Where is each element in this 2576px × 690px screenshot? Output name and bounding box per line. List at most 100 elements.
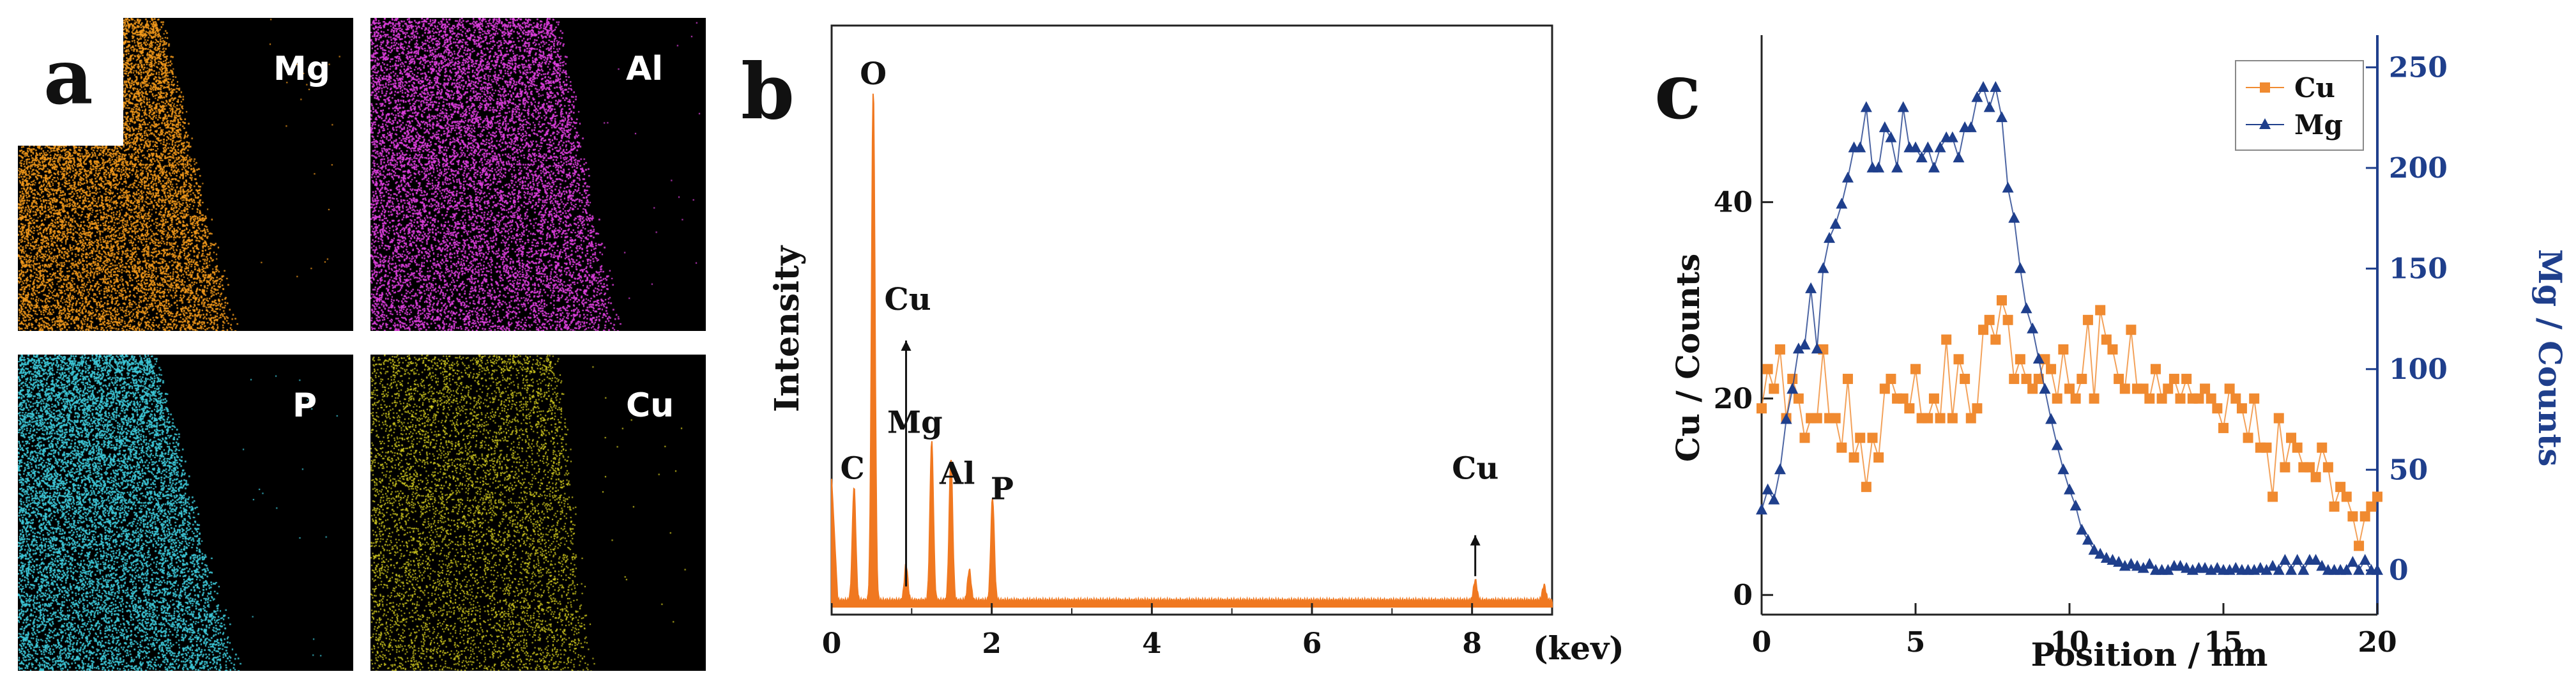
mg-point xyxy=(2310,553,2322,565)
cu-point xyxy=(2335,482,2346,493)
mg-point xyxy=(1879,121,1891,132)
cu-point xyxy=(2310,471,2321,482)
mg-point xyxy=(1792,342,1804,354)
cu-point xyxy=(2286,433,2297,443)
mg-point xyxy=(1910,141,1921,153)
cu-point xyxy=(1978,325,1989,335)
x-tick-label: 20 xyxy=(2358,626,2397,659)
mg-point xyxy=(2113,556,2125,567)
cu-point xyxy=(2249,393,2260,404)
cu-point xyxy=(2292,442,2303,453)
mg-point xyxy=(2088,544,2100,555)
mg-point xyxy=(1891,161,1903,172)
x-axis-label: (kev) xyxy=(1533,629,1624,667)
cu-point xyxy=(1947,413,1958,424)
mg-point xyxy=(2291,553,2303,565)
cu-point xyxy=(2243,433,2253,443)
mg-point xyxy=(1756,503,1767,515)
mg-point xyxy=(1829,218,1841,229)
mg-point xyxy=(2064,483,2075,494)
cu-point xyxy=(1855,433,1866,443)
mg-point xyxy=(1983,101,1995,112)
map-label: Cu xyxy=(626,387,674,425)
y-axis-label-left: Cu / Counts xyxy=(1669,254,1707,462)
mg-point xyxy=(2045,413,2057,424)
mg-point xyxy=(2162,564,2174,575)
mg-point xyxy=(1897,101,1909,112)
cu-point xyxy=(2354,540,2365,551)
cu-point xyxy=(2193,393,2204,404)
cu-point xyxy=(1898,393,1909,404)
mg-point xyxy=(2359,553,2371,565)
mg-point xyxy=(1768,493,1780,505)
y-right-tick-label: 150 xyxy=(2389,252,2448,285)
cu-point xyxy=(2156,393,2167,404)
cu-l-arrow-head xyxy=(901,340,911,351)
mg-point xyxy=(1928,161,1940,172)
cu-point xyxy=(2230,393,2241,404)
cu-point xyxy=(2114,374,2124,385)
mg-point xyxy=(2027,322,2039,334)
mg-point xyxy=(2279,553,2291,565)
mg-point xyxy=(1971,91,1983,102)
cu-point xyxy=(2064,383,2075,394)
mg-point xyxy=(1854,141,1866,153)
cu-point xyxy=(2077,374,2087,385)
mg-point xyxy=(1824,232,1836,243)
mg-point xyxy=(2174,560,2186,571)
mg-point xyxy=(1885,131,1897,142)
cu-point xyxy=(1960,374,1970,385)
legend-box xyxy=(2235,60,2364,151)
mg-point xyxy=(2260,564,2273,575)
mg-point xyxy=(1922,141,1934,153)
mg-point xyxy=(1836,197,1848,209)
mg-point xyxy=(1934,141,1946,153)
legend-marker-triangle xyxy=(2259,118,2271,129)
y-left-tick-label: 0 xyxy=(1733,579,1753,611)
cu-point xyxy=(1757,403,1767,414)
cu-point xyxy=(1879,383,1890,394)
cu-point xyxy=(2372,491,2382,502)
cu-point xyxy=(2144,393,2155,404)
line-profile-chart: c Cu / Counts Mg / Counts Position / nm … xyxy=(1654,35,2569,673)
cu-point xyxy=(1886,374,1896,385)
cu-point xyxy=(2322,462,2333,473)
cu-point xyxy=(2119,383,2130,394)
cu-point xyxy=(1811,413,1822,424)
cu-point xyxy=(2126,325,2137,335)
cu-point xyxy=(1787,374,1798,385)
legend-label-mg: Mg xyxy=(2294,109,2343,141)
cu-point xyxy=(1799,433,1810,443)
cu-point xyxy=(1990,334,2001,345)
cu-point xyxy=(2101,334,2112,345)
mg-point xyxy=(1965,121,1977,132)
cu-point xyxy=(2138,383,2149,394)
mg-point xyxy=(1978,80,1990,92)
cu-point xyxy=(2236,403,2247,414)
peak-label-o: O xyxy=(860,56,887,92)
mg-point xyxy=(2372,564,2383,575)
cu-point xyxy=(2218,422,2229,433)
cu-point xyxy=(2021,374,2032,385)
peak-label-mg: Mg xyxy=(887,404,943,440)
cu-point xyxy=(2009,374,2020,385)
cu-point xyxy=(2027,383,2038,394)
cu-point xyxy=(2052,393,2062,404)
cu-point xyxy=(1910,364,1921,374)
mg-point xyxy=(2082,533,2094,545)
x-tick-label: 8 xyxy=(1462,627,1482,660)
cu-point xyxy=(2070,393,2081,404)
cu-point xyxy=(1965,413,1976,424)
cu-point xyxy=(1996,295,2007,306)
map-label: Al xyxy=(626,50,664,88)
cu-point xyxy=(2107,344,2118,355)
mg-point xyxy=(2340,564,2352,575)
mg-point xyxy=(1805,282,1817,293)
x-tick-label: 4 xyxy=(1142,627,1162,660)
mg-point xyxy=(2267,560,2279,571)
y-left-tick-label: 40 xyxy=(1714,186,1753,218)
series-line-cu xyxy=(1761,300,2378,546)
mg-point xyxy=(2353,564,2365,575)
cu-point xyxy=(1984,314,1995,325)
legend-marker-square xyxy=(2260,82,2270,93)
